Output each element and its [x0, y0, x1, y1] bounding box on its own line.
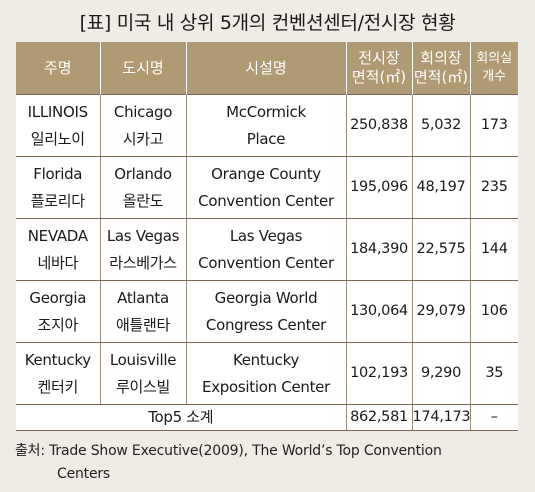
meeting-area-cell: 48,197	[411, 156, 471, 219]
total-row: Top5 소계 862,581 174,173–	[16, 404, 518, 431]
facility-cell: Las Vegas Convention Center	[185, 218, 347, 281]
table-title: [표] 미국 내 상위 5개의 컨벤션센터/전시장 현황	[79, 12, 456, 34]
header-row: 주명 도시명 시설명 전시장 면적(㎡) 회의장 면적(㎡) 회의실 개수	[16, 42, 518, 95]
header-city: 도시명	[99, 42, 187, 95]
header-meeting-area: 회의장 면적(㎡)	[411, 42, 471, 95]
source-line1: 출처: Trade Show Executive(2009), The Worl…	[15, 443, 442, 459]
state-korean: 플로리다	[30, 191, 85, 210]
city-korean: 시카고	[122, 129, 164, 148]
total-exhibit-area: 862,581	[345, 404, 413, 431]
city-cell: Louisville 루이스빌	[99, 342, 187, 405]
city-korean: 루이스빌	[115, 377, 170, 396]
room-count-cell: 106	[469, 280, 518, 343]
city-cell: Orlando 올란도	[99, 156, 187, 219]
facility-line1: Georgia World	[214, 288, 318, 307]
header-room-count-line2: 개수	[482, 69, 507, 84]
meeting-area-cell: 5,032	[411, 94, 471, 157]
header-meeting-area-line2: 면적(㎡)	[413, 68, 469, 86]
total-meeting-area: 174,173	[411, 404, 471, 431]
facility-line1: McCormick	[226, 102, 306, 121]
facility-line2: Congress Center	[205, 315, 327, 334]
facility-line1: Kentucky	[232, 350, 300, 369]
facility-line2: Exposition Center	[202, 377, 330, 396]
city-english: Louisville	[109, 350, 177, 369]
room-count-cell: 144	[469, 218, 518, 281]
header-exhibit-area: 전시장 면적(㎡)	[345, 42, 413, 95]
city-english: Chicago	[113, 102, 173, 121]
state-cell: Kentucky 켄터키	[16, 342, 101, 405]
meeting-area-cell: 29,079	[411, 280, 471, 343]
state-english: Kentucky	[24, 350, 91, 369]
room-count-cell: 235	[469, 156, 518, 219]
facility-cell: Kentucky Exposition Center	[185, 342, 347, 405]
city-cell: Las Vegas 라스베가스	[99, 218, 187, 281]
city-cell: Atlanta 애틀랜타	[99, 280, 187, 343]
total-room-count: –	[469, 404, 518, 431]
facility-cell: Georgia World Congress Center	[185, 280, 347, 343]
facility-cell: McCormick Place	[185, 94, 347, 157]
state-english: NEVADA	[27, 226, 88, 245]
city-cell: Chicago 시카고	[99, 94, 187, 157]
table-row: Florida 플로리다 Orlando 올란도 Orange County Conven…	[16, 156, 518, 219]
header-state: 주명	[16, 42, 101, 95]
city-korean: 올란도	[122, 191, 164, 210]
table-row: NEVADA 네바다 Las Vegas 라스베가스 Las Vegas Conventi…	[16, 218, 518, 281]
city-korean: 라스베가스	[109, 253, 177, 272]
state-korean: 켄터키	[37, 377, 78, 396]
facility-line2: Convention Center	[198, 253, 334, 272]
state-cell: Georgia 조지아	[16, 280, 101, 343]
table-row: ILLINOIS 일리노이 Chicago 시카고 McCormick Place 250,…	[16, 94, 518, 157]
header-exhibit-area-line1: 전시장	[358, 49, 400, 67]
header-room-count: 회의실 개수	[469, 42, 518, 95]
exhibit-area-cell: 195,096	[345, 156, 413, 219]
exhibit-area-cell: 130,064	[345, 280, 413, 343]
convention-center-table: 주명 도시명 시설명 전시장 면적(㎡) 회의장 면적(㎡) 회의실 개수 IL…	[16, 42, 518, 431]
state-english: Georgia	[29, 288, 87, 307]
header-facility: 시설명	[185, 42, 347, 95]
state-english: Florida	[33, 164, 83, 183]
meeting-area-cell: 9,290	[411, 342, 471, 405]
meeting-area-cell: 22,575	[411, 218, 471, 281]
exhibit-area-cell: 250,838	[345, 94, 413, 157]
exhibit-area-cell: 184,390	[345, 218, 413, 281]
room-count-cell: 35	[469, 342, 518, 405]
source-line2: Centers	[57, 466, 111, 482]
state-cell: ILLINOIS 일리노이	[16, 94, 101, 157]
total-label: Top5 소계	[16, 404, 347, 431]
facility-line2: Convention Center	[198, 191, 334, 210]
facility-line2: Place	[246, 129, 286, 148]
table-row: Kentucky 켄터키 Louisville 루이스빌 Kentucky Exposit…	[16, 342, 518, 405]
state-cell: NEVADA 네바다	[16, 218, 101, 281]
facility-line1: Las Vegas	[229, 226, 303, 245]
header-room-count-line1: 회의실	[476, 51, 513, 66]
state-korean: 조지아	[37, 315, 78, 334]
state-korean: 일리노이	[30, 129, 85, 148]
city-korean: 애틀랜타	[115, 315, 170, 334]
state-english: ILLINOIS	[27, 102, 88, 121]
source-note: 출처: Trade Show Executive(2009), The Worl…	[15, 440, 515, 486]
state-cell: Florida 플로리다	[16, 156, 101, 219]
table-row: Georgia 조지아 Atlanta 애틀랜타 Georgia World Congre…	[16, 280, 518, 343]
city-english: Las Vegas	[106, 226, 180, 245]
room-count-cell: 173	[469, 94, 518, 157]
city-english: Atlanta	[117, 288, 169, 307]
header-meeting-area-line1: 회의장	[420, 49, 462, 67]
exhibit-area-cell: 102,193	[345, 342, 413, 405]
facility-line1: Orange County	[211, 164, 321, 183]
city-english: Orlando	[114, 164, 172, 183]
header-exhibit-area-line2: 면적(㎡)	[351, 68, 407, 86]
facility-cell: Orange County Convention Center	[185, 156, 347, 219]
state-korean: 네바다	[37, 253, 78, 272]
